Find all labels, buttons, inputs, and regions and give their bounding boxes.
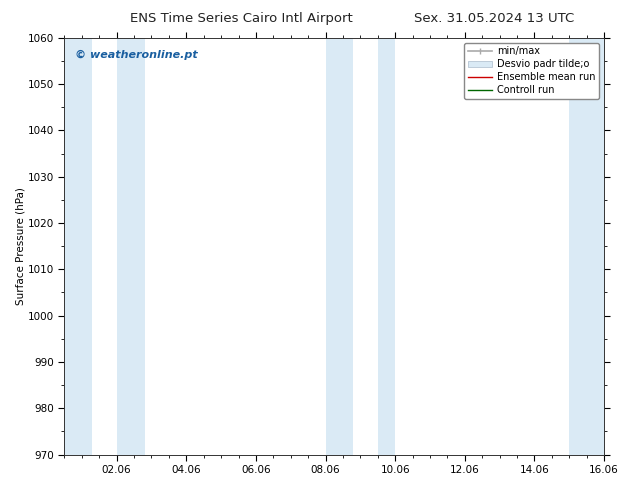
Bar: [569, 38, 597, 455]
Bar: [326, 38, 353, 455]
Bar: [65, 38, 93, 455]
Text: © weatheronline.pt: © weatheronline.pt: [75, 50, 198, 60]
Bar: [378, 38, 395, 455]
Bar: [117, 38, 145, 455]
Bar: [593, 38, 604, 455]
Text: Sex. 31.05.2024 13 UTC: Sex. 31.05.2024 13 UTC: [415, 12, 574, 25]
Legend: min/max, Desvio padr tilde;o, Ensemble mean run, Controll run: min/max, Desvio padr tilde;o, Ensemble m…: [464, 43, 599, 99]
Y-axis label: Surface Pressure (hPa): Surface Pressure (hPa): [15, 187, 25, 305]
Text: ENS Time Series Cairo Intl Airport: ENS Time Series Cairo Intl Airport: [129, 12, 353, 25]
